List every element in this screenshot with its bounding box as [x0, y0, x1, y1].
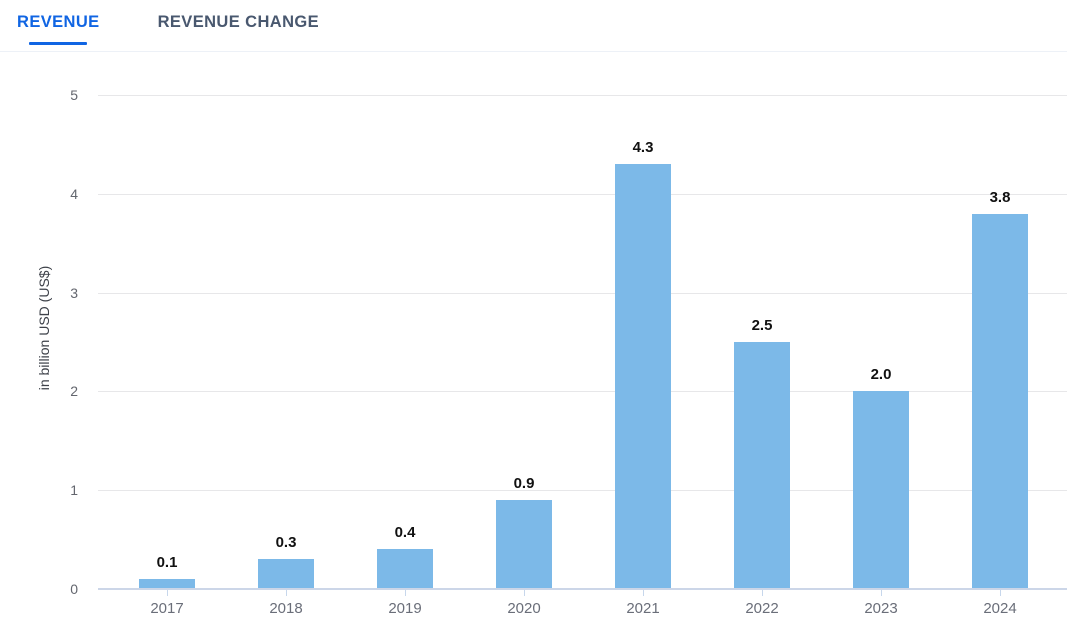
tab-revenue[interactable]: REVENUE: [17, 12, 100, 51]
gridline-1: [98, 490, 1067, 491]
bar-2024[interactable]: [972, 214, 1028, 589]
x-axis-tick: [405, 590, 406, 596]
gridline-2: [98, 391, 1067, 392]
x-axis-label-2018: 2018: [269, 600, 303, 617]
y-axis-tick-label: 5: [70, 87, 78, 103]
x-axis-label-2021: 2021: [626, 600, 660, 617]
x-axis-tick: [762, 590, 763, 596]
x-axis-tick: [881, 590, 882, 596]
x-axis-tick: [286, 590, 287, 596]
bar-value-label-2020: 0.9: [513, 475, 535, 492]
x-axis-tick: [524, 590, 525, 596]
bar-2022[interactable]: [734, 342, 790, 589]
y-axis-tick-label: 2: [70, 383, 78, 399]
gridline-4: [98, 194, 1067, 195]
bar-value-label-2024: 3.8: [989, 189, 1011, 206]
bar-value-label-2019: 0.4: [394, 524, 416, 541]
tab-revenue-change[interactable]: REVENUE CHANGE: [157, 13, 320, 31]
bar-2020[interactable]: [496, 500, 552, 589]
x-axis-tick: [167, 590, 168, 596]
bar-2018[interactable]: [258, 559, 314, 589]
bar-value-label-2023: 2.0: [870, 366, 892, 383]
bar-2021[interactable]: [615, 164, 671, 589]
bar-value-label-2021: 4.3: [632, 139, 654, 156]
x-axis-tick: [1000, 590, 1001, 596]
tab-bar: REVENUE REVENUE CHANGE: [0, 0, 1067, 52]
x-axis-label-2024: 2024: [983, 600, 1017, 617]
bar-value-label-2017: 0.1: [156, 554, 178, 571]
x-axis-line: [98, 588, 1067, 590]
x-axis-tick: [643, 590, 644, 596]
bar-value-label-2022: 2.5: [751, 317, 773, 334]
y-axis-tick-label: 0: [70, 581, 78, 597]
x-axis-label-2019: 2019: [388, 600, 422, 617]
bar-2017[interactable]: [139, 579, 195, 589]
y-axis-tick-label: 3: [70, 285, 78, 301]
x-axis-label-2023: 2023: [864, 600, 898, 617]
gridline-3: [98, 293, 1067, 294]
x-axis-label-2020: 2020: [507, 600, 541, 617]
bar-2019[interactable]: [377, 549, 433, 589]
x-axis-label-2022: 2022: [745, 600, 779, 617]
bar-2023[interactable]: [853, 391, 909, 589]
x-axis-label-2017: 2017: [150, 600, 184, 617]
y-axis-tick-label: 4: [70, 186, 78, 202]
bar-value-label-2018: 0.3: [275, 534, 297, 551]
gridline-5: [98, 95, 1067, 96]
y-axis-tick-label: 1: [70, 482, 78, 498]
